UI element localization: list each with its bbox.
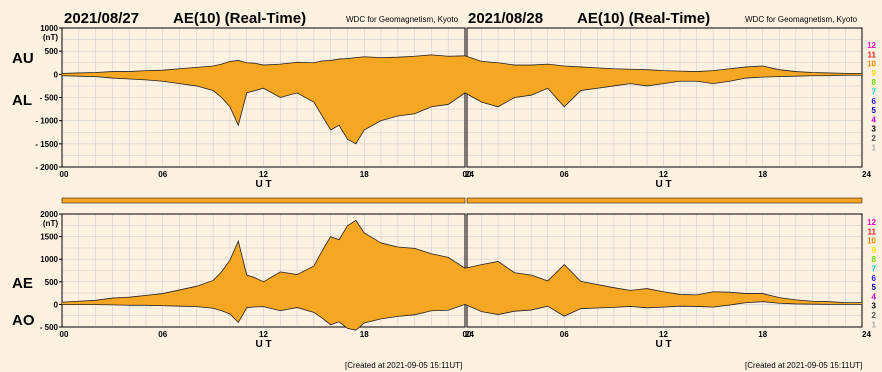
x-tick-label: 24	[465, 170, 474, 179]
x-tick-label: 06	[560, 170, 569, 179]
station-count-label: 11	[868, 227, 877, 236]
station-count-label: 2	[872, 134, 877, 143]
station-count-label: 9	[872, 69, 877, 78]
area-fill-0	[62, 54, 862, 144]
au-label: AU	[12, 50, 34, 67]
series-line-ae	[61, 219, 862, 303]
y-tick-label: 2000	[40, 210, 58, 219]
y-tick-label: - 2000	[35, 163, 58, 172]
x-axis-label: U T	[655, 339, 671, 350]
x-axis-label: U T	[655, 179, 671, 190]
series-line-ao	[62, 301, 862, 331]
station-count-label: 3	[872, 302, 877, 311]
station-count-label: 12	[867, 218, 876, 227]
series-line-au	[61, 54, 862, 74]
x-tick-label: 12	[659, 330, 668, 339]
station-count-label: 10	[867, 237, 876, 246]
x-tick-label: 18	[758, 330, 767, 339]
station-count-label: 4	[872, 115, 877, 124]
x-axis-label: U T	[255, 339, 271, 350]
x-tick-label: 12	[659, 170, 668, 179]
station-count-label: 6	[872, 274, 877, 283]
y-tick-label: - 500	[40, 323, 59, 332]
ae-label: AE	[12, 275, 33, 292]
station-count-label: 6	[872, 97, 877, 106]
y-tick-label: 1500	[40, 233, 58, 242]
y-tick-label: - 500	[40, 94, 59, 103]
created-label-day1: [Created at 2021-09-05 15:11UT]	[345, 361, 463, 370]
series-line-al	[61, 74, 862, 145]
chart-title-day1: AE(10) (Real-Time)	[173, 10, 307, 27]
station-count-label: 1	[872, 143, 877, 152]
coverage-bar-day1	[61, 197, 466, 204]
station-count-label: 3	[872, 125, 877, 134]
x-tick-label: 24	[862, 170, 871, 179]
station-count-label: 8	[872, 78, 877, 87]
x-tick-label: 00	[60, 170, 69, 179]
y-unit-label: (nT)	[43, 219, 58, 228]
x-axis-label: U T	[255, 179, 271, 190]
y-tick-label: 0	[54, 300, 59, 309]
station-count-label: 5	[872, 283, 877, 292]
x-tick-label: 18	[758, 170, 767, 179]
station-count-label: 7	[872, 265, 877, 274]
x-tick-label: 24	[465, 330, 474, 339]
x-tick-label: 06	[158, 330, 167, 339]
station-count-label: 7	[872, 88, 877, 97]
x-tick-label: 06	[158, 170, 167, 179]
y-tick-label: 1000	[40, 255, 58, 264]
y-tick-label: 1000	[40, 24, 58, 33]
x-tick-label: 24	[862, 330, 871, 339]
y-tick-label: 500	[45, 278, 59, 287]
y-tick-label: - 1000	[35, 117, 58, 126]
station-count-label: 2	[872, 311, 877, 320]
al-label: AL	[12, 92, 32, 109]
x-tick-label: 18	[360, 330, 369, 339]
source-label-day1: WDC for Geomagnetism, Kyoto	[346, 15, 459, 24]
station-count-label: 9	[872, 246, 877, 255]
y-tick-label: 0	[54, 70, 59, 79]
station-count-label: 12	[867, 41, 876, 50]
y-tick-label: 500	[45, 47, 59, 56]
date-label-day1: 2021/08/27	[64, 10, 140, 27]
ao-label: AO	[12, 312, 35, 329]
x-tick-label: 00	[463, 170, 472, 179]
date-label-day2: 2021/08/28	[468, 10, 544, 27]
coverage-bar-day2	[466, 197, 863, 204]
station-count-label: 10	[867, 60, 876, 69]
station-count-label: 8	[872, 255, 877, 264]
station-count-label: 1	[872, 320, 877, 329]
station-count-label: 4	[872, 292, 877, 301]
created-label-day2: [Created at 2021-09-05 15:11UT]	[745, 361, 863, 370]
x-tick-label: 18	[360, 170, 369, 179]
x-tick-label: 00	[463, 330, 472, 339]
chart-title-day2: AE(10) (Real-Time)	[577, 10, 711, 27]
plot-frame-day2	[466, 27, 863, 168]
x-tick-label: 12	[259, 330, 268, 339]
x-tick-label: 00	[60, 330, 69, 339]
area-fill-1	[62, 220, 862, 331]
station-count-label: 11	[868, 50, 877, 59]
x-tick-label: 12	[259, 170, 268, 179]
y-unit-label: (nT)	[43, 33, 58, 42]
x-tick-label: 06	[560, 330, 569, 339]
y-tick-label: - 1500	[35, 140, 58, 149]
station-count-label: 5	[872, 106, 877, 115]
source-label-day2: WDC for Geomagnetism, Kyoto	[745, 15, 858, 24]
